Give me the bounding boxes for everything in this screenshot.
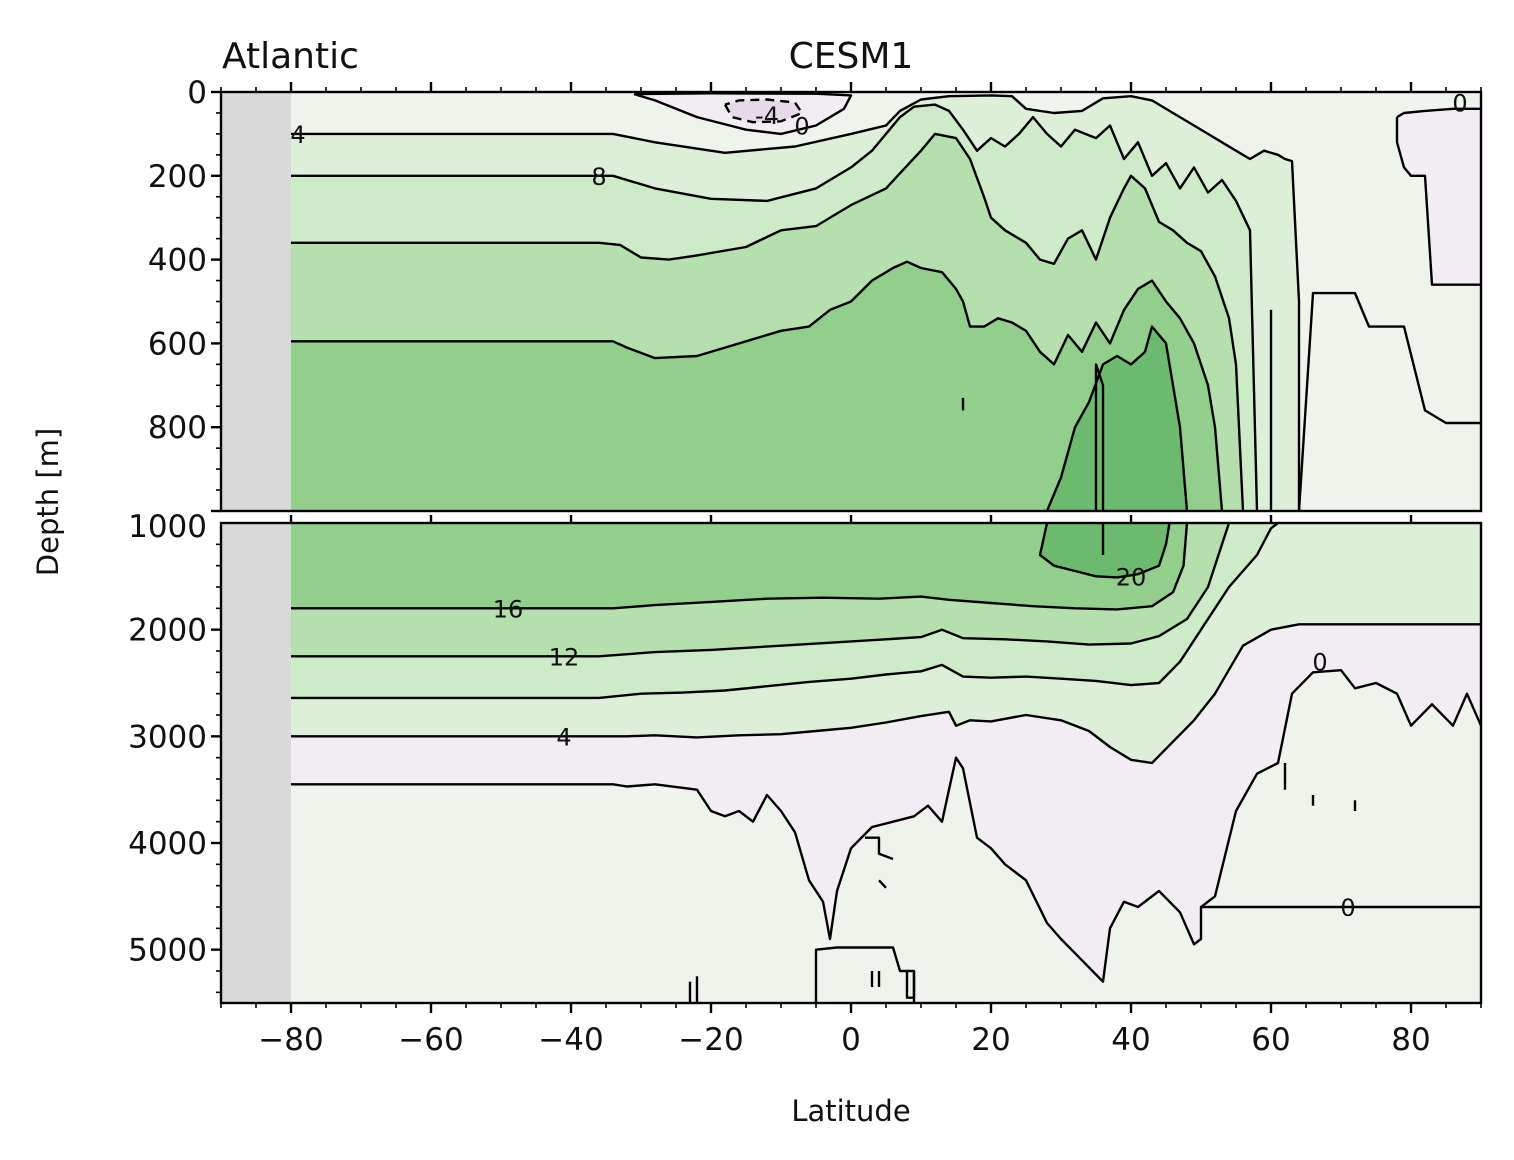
x-tick-label-1: −60	[398, 1022, 463, 1058]
x-tick-label-5: 20	[971, 1022, 1010, 1058]
contour-upper-20-inner	[1094, 363, 1105, 511]
y-tick-label-lower-1: 3000	[128, 719, 207, 755]
band-0-4-lower	[221, 670, 1481, 1003]
contour-lower-12	[291, 523, 1231, 658]
contour-label-9: 0	[1312, 649, 1327, 677]
axes: −80 −60 −40 −20 0 20 40 60 800200400600800100020…	[128, 75, 1482, 1058]
y-tick-label-lower-3: 5000	[128, 933, 207, 969]
contour-label-0: 4	[290, 121, 305, 149]
contour-upper-0-south	[633, 92, 853, 136]
x-tick-label-4: 0	[841, 1022, 861, 1058]
y-tick-label-upper-2: 400	[148, 243, 207, 279]
y-axis-title: Depth [m]	[31, 428, 65, 576]
y-tick-label-upper-3: 600	[148, 326, 207, 362]
lower-panel-contours	[291, 523, 1481, 1003]
contour-upper-4	[291, 94, 1301, 511]
contour-label-5: 20	[1116, 563, 1147, 591]
x-tick-label-3: −20	[678, 1022, 743, 1058]
upper-panel-fills	[221, 92, 1481, 511]
contour-lower-0	[291, 669, 1481, 983]
neg-cell-arctic	[1397, 108, 1481, 285]
y-tick-label-upper-5: 1000	[128, 509, 207, 545]
contour-upper-4-arctic	[1297, 291, 1481, 511]
x-axis-title: Latitude	[791, 1094, 910, 1128]
y-tick-label-upper-1: 200	[148, 159, 207, 195]
contour-upper-8	[291, 103, 1259, 511]
contour-label-4: 0	[1452, 89, 1467, 117]
contour-label-1: 8	[591, 163, 606, 191]
title-center: CESM1	[789, 36, 914, 77]
x-tick-label-0: −80	[258, 1022, 323, 1058]
contour-lower-island-3	[905, 971, 916, 999]
contour-lower-4	[291, 623, 1481, 765]
contour-label-2: -4	[755, 102, 779, 130]
mask-lower	[221, 523, 291, 1003]
y-tick-label-upper-0: 0	[187, 75, 207, 111]
contour-labels: 4 8 -4 0 0 20 16 12 4 0 0	[290, 89, 1467, 922]
band-ge-20-lower	[1040, 523, 1170, 578]
contour-upper-16	[291, 260, 1224, 511]
contour-label-8: 4	[556, 723, 571, 751]
x-tick-label-6: 40	[1111, 1022, 1150, 1058]
contour-label-6: 16	[493, 595, 524, 623]
contour-lower-20	[1038, 523, 1171, 579]
contour-label-10: 0	[1340, 894, 1355, 922]
neg-cell-core	[725, 99, 802, 123]
y-tick-label-upper-4: 800	[148, 410, 207, 446]
upper-panel-contours	[291, 92, 1481, 511]
contour-label-7: 12	[549, 643, 580, 671]
contour-lower-16	[291, 523, 1189, 611]
contour-upper-12	[291, 132, 1245, 511]
x-tick-label-2: −40	[538, 1022, 603, 1058]
contour-lower-island-7	[878, 879, 887, 889]
contour-lower-8	[291, 523, 1279, 700]
y-tick-label-lower-2: 4000	[128, 826, 207, 862]
contour-lower-island-6	[865, 836, 894, 861]
contour-label-3: 0	[794, 113, 809, 141]
contour-upper-20	[1045, 325, 1189, 511]
title-left: Atlantic	[222, 36, 359, 77]
contour-upper-0-arctic-b	[1395, 117, 1481, 286]
y-tick-label-lower-0: 2000	[128, 613, 207, 649]
x-tick-label-7: 60	[1251, 1022, 1290, 1058]
band-ge-20	[1047, 326, 1187, 511]
x-tick-label-8: 80	[1391, 1022, 1430, 1058]
contour-upper-0-arctic	[1396, 107, 1481, 119]
contour-upper-neg4	[723, 98, 804, 124]
band-16-20-lower	[291, 523, 1187, 610]
lower-panel-fills	[221, 523, 1481, 1003]
mask-upper	[221, 92, 291, 511]
